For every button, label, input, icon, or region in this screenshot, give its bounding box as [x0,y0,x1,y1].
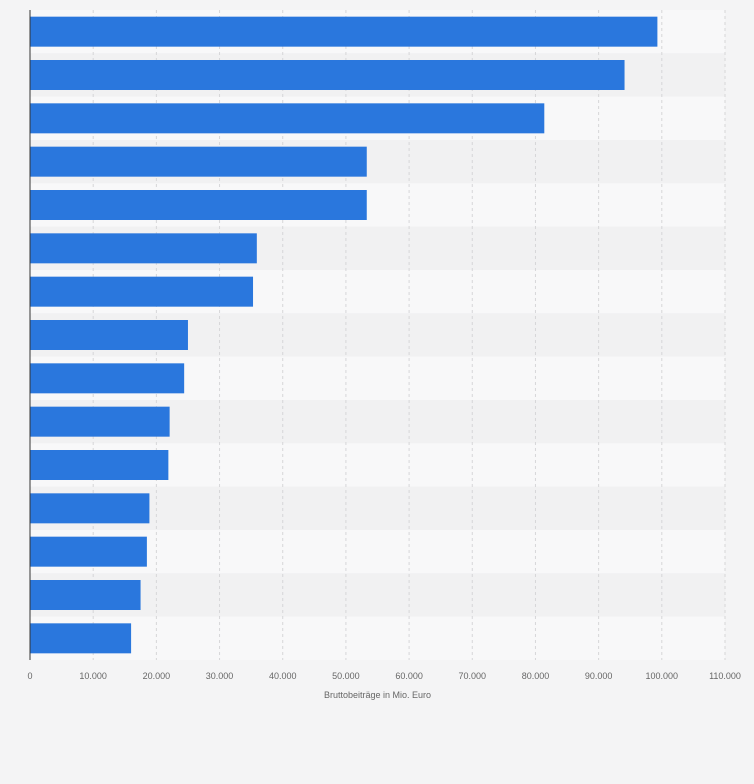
x-tick-label: 20.000 [143,671,171,681]
bar [30,16,658,47]
bar [30,536,147,567]
bar [30,363,185,394]
x-tick-label: 50.000 [332,671,360,681]
x-tick-label: 70.000 [459,671,487,681]
x-tick-label: 110.000 [709,671,741,681]
bar [30,103,545,134]
x-tick-label: 10.000 [79,671,107,681]
bar [30,276,254,307]
bar [30,493,150,524]
bars [30,16,658,654]
x-tick-label: 30.000 [206,671,234,681]
bar [30,623,132,654]
bar [30,60,625,90]
bar [30,233,257,264]
x-tick-label: 100.000 [646,671,679,681]
x-tick-label: 90.000 [585,671,613,681]
bar [30,450,169,480]
bar [30,146,367,177]
bar [30,320,188,350]
bar [30,190,367,220]
x-tick-label: 60.000 [395,671,423,681]
x-tick-label: 0 [27,671,32,681]
x-axis-title: Bruttobeiträge in Mio. Euro [324,690,431,700]
x-tick-label: 40.000 [269,671,297,681]
row-band [30,573,725,617]
bar [30,406,170,437]
row-band [30,616,725,660]
x-tick-label: 80.000 [522,671,550,681]
x-axis-ticks: 0 10.000 20.000 30.000 40.000 50.000 60.000 70.… [27,671,740,681]
bar [30,580,141,610]
